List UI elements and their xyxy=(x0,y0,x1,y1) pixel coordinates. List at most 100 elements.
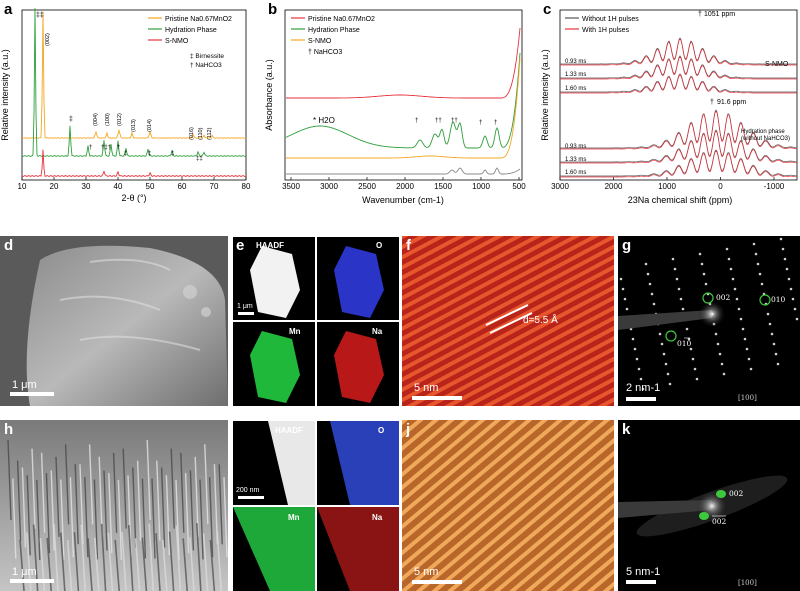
diffraction-spot xyxy=(733,287,737,291)
sem-flake xyxy=(141,478,147,559)
sem-flake xyxy=(175,525,182,591)
spot-label-002-g: 002 xyxy=(716,293,731,302)
diffraction-spot xyxy=(781,247,785,251)
beam-stopper-k xyxy=(618,500,712,518)
sem-flake xyxy=(103,470,108,551)
diffraction-spot xyxy=(625,307,629,311)
lower-sample-label: Hydration phase (without NaHCO3) xyxy=(741,129,790,142)
sem-flake xyxy=(26,475,31,556)
spot-002bar-k xyxy=(699,512,709,520)
sem-flake xyxy=(107,532,114,591)
diffraction-spot xyxy=(795,317,799,321)
diffraction-spot xyxy=(745,347,749,351)
eds-label-haadf-i: HAADF xyxy=(275,426,303,435)
x-axis-b-tick-label: 3500 xyxy=(282,182,300,191)
sem-flake xyxy=(175,479,180,560)
diffraction-spot xyxy=(671,257,675,261)
diffraction-spot xyxy=(779,237,783,241)
panel-letter-j: j xyxy=(405,421,410,438)
lower-sample-line1: Hydration phase xyxy=(741,129,785,135)
peak-label-004: (004) xyxy=(93,113,99,126)
x-axis-a-tick-label: 40 xyxy=(114,182,123,191)
sem-flake xyxy=(45,473,51,554)
panel-a: a Relative intensity (a.u.) 2-θ (°) 10 20… xyxy=(0,1,251,203)
beam-stopper-g xyxy=(618,310,712,330)
diffraction-spot xyxy=(621,287,625,291)
marker-double-dagger: ‡‡ xyxy=(196,156,203,162)
sem-flake xyxy=(79,464,84,545)
diffraction-spot xyxy=(631,337,635,341)
x-axis-b-tick-label: 500 xyxy=(512,182,526,191)
eds-region-na-i xyxy=(317,507,399,591)
legend-label-pristine-b: Pristine Na0.67MnO2 xyxy=(308,16,375,23)
sem-flake xyxy=(160,467,166,548)
peak-label-012: (012) xyxy=(117,113,123,126)
diffraction-spot xyxy=(619,277,623,281)
diffraction-spot xyxy=(783,257,787,261)
diffraction-spot xyxy=(650,292,654,296)
marker-double-dagger: ‡ xyxy=(148,151,151,157)
axes-frame-b xyxy=(284,9,523,181)
diffraction-spot xyxy=(785,267,789,271)
ir-curve-pristine xyxy=(286,27,521,99)
time-label-lower-1: 0.93 ms xyxy=(565,144,586,150)
diffraction-spot xyxy=(793,307,797,311)
diffraction-spot xyxy=(658,332,662,336)
sem-flake xyxy=(216,531,222,591)
spot-002-k xyxy=(716,490,726,498)
spot-circle-010bar-g xyxy=(665,330,677,342)
sem-flake xyxy=(87,538,93,591)
scale-bar-d xyxy=(10,392,54,396)
x-axis-b-tick-label: 1500 xyxy=(434,182,452,191)
peak-label-016: (016) xyxy=(189,127,195,140)
scale-bar-j xyxy=(412,580,462,584)
panel-letter-b: b xyxy=(268,1,277,18)
sem-flake xyxy=(55,456,60,537)
diffraction-spot xyxy=(776,362,780,366)
panel-j: j 5 nm xyxy=(402,420,614,591)
sem-flake xyxy=(189,470,195,551)
upper-peak-label: 1051 ppm xyxy=(704,11,735,18)
diffraction-spot xyxy=(716,342,720,346)
spot-circle-010-g xyxy=(759,294,771,306)
sem-flake xyxy=(155,533,161,591)
spot-circle-002-g xyxy=(702,292,714,304)
marker-dagger: † xyxy=(494,120,497,126)
sem-flake xyxy=(7,439,12,521)
sem-flake xyxy=(94,537,100,591)
marker-dagger: †† xyxy=(435,118,442,124)
scale-bar-k xyxy=(626,580,656,584)
diffraction-spot xyxy=(637,367,641,371)
sem-flake xyxy=(204,444,209,525)
legend-label-with: With 1H pulses xyxy=(582,27,630,34)
scale-bar-g xyxy=(626,397,656,401)
sem-flake xyxy=(114,539,120,591)
diffraction-spot xyxy=(772,342,776,346)
sem-flake xyxy=(136,460,142,541)
diffraction-spot xyxy=(691,357,695,361)
sem-flake xyxy=(112,452,118,533)
sem-flake xyxy=(93,479,99,560)
sem-flake xyxy=(218,464,223,545)
diffraction-spot xyxy=(791,297,795,301)
diffraction-spot xyxy=(766,312,770,316)
nmr-curve-without xyxy=(560,149,798,177)
scale-label-i: 200 nm xyxy=(236,487,260,494)
sem-flake xyxy=(100,523,107,591)
nmr-curve-with xyxy=(560,150,798,178)
x-axis-b-tick-label: 3000 xyxy=(320,182,338,191)
diffraction-spot xyxy=(652,302,656,306)
peak-label-002: (002) xyxy=(45,33,51,46)
spot-label-002bar-k: 002 xyxy=(712,517,727,526)
sem-flake xyxy=(98,456,103,537)
legend-label-snmo: S-NMO xyxy=(165,38,189,45)
sem-flake xyxy=(151,478,156,559)
legend-label-pristine: Pristine Na0.67MnO2 xyxy=(165,16,232,23)
diffraction-spot xyxy=(702,272,706,276)
nmr-curve-with xyxy=(560,38,797,66)
diffraction-spot xyxy=(666,372,670,376)
diffraction-spot xyxy=(660,342,664,346)
scale-label-d: 1 μm xyxy=(12,379,37,391)
x-axis-label-a: 2-θ (°) xyxy=(121,193,146,203)
marker-double-dagger: ‡ xyxy=(124,151,127,157)
